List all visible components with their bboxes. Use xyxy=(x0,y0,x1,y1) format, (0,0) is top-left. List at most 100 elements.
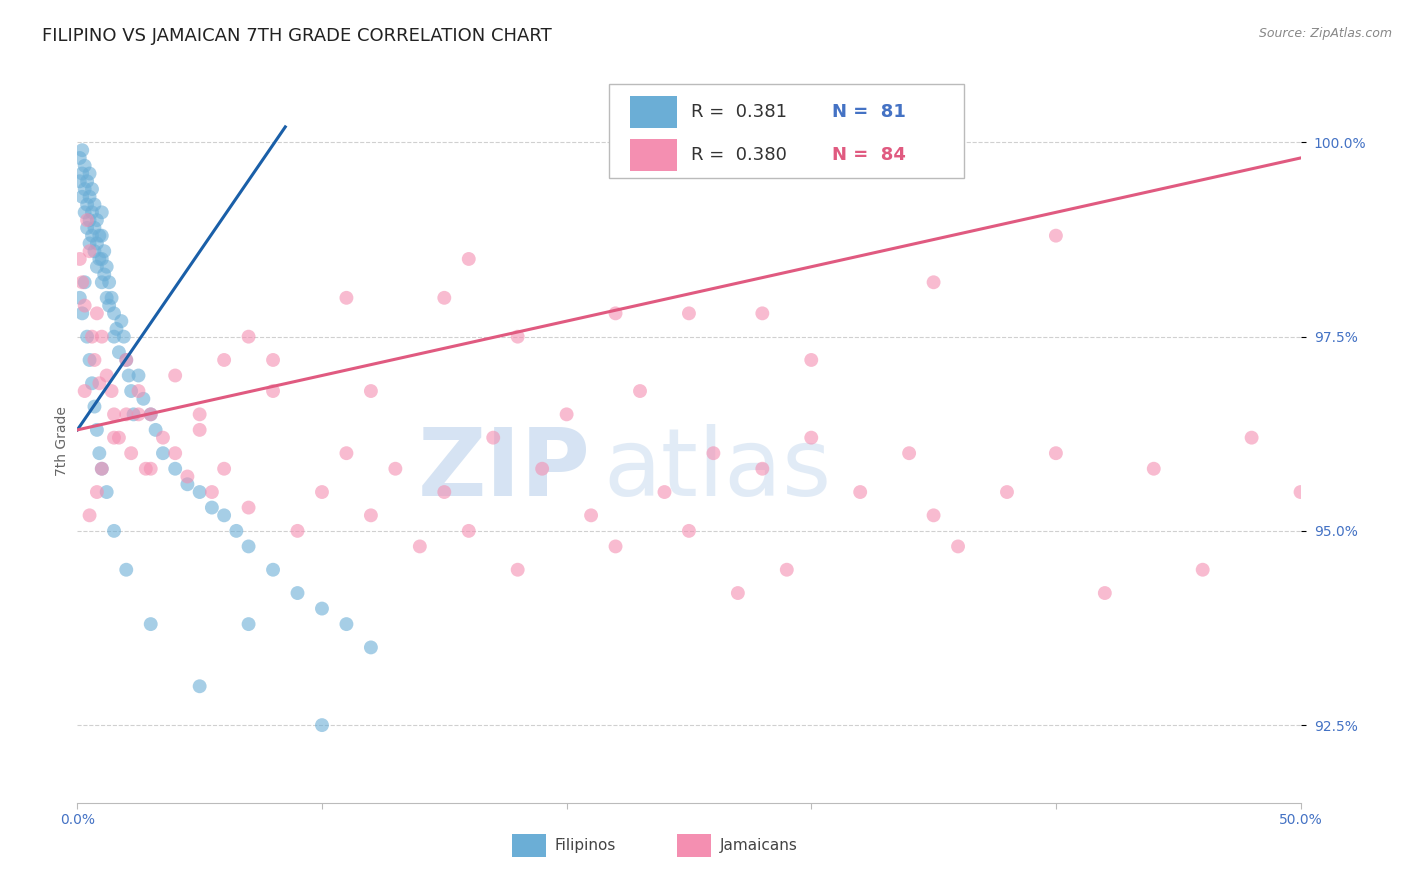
Point xyxy=(727,586,749,600)
Point xyxy=(165,368,187,383)
Point xyxy=(225,524,247,538)
Point xyxy=(90,275,112,289)
Point xyxy=(1094,586,1116,600)
Point xyxy=(152,431,174,445)
Point xyxy=(238,329,260,343)
Point xyxy=(262,353,284,368)
Point xyxy=(800,431,823,445)
Point xyxy=(212,461,235,475)
Point xyxy=(83,220,105,235)
Point xyxy=(238,617,260,632)
Point xyxy=(98,299,121,313)
Text: Source: ZipAtlas.com: Source: ZipAtlas.com xyxy=(1258,27,1392,40)
Point xyxy=(506,563,529,577)
Point xyxy=(120,384,142,398)
Point xyxy=(115,353,138,368)
Point xyxy=(96,260,118,274)
Point xyxy=(1191,563,1213,577)
Point xyxy=(93,244,115,259)
Point xyxy=(69,151,91,165)
FancyBboxPatch shape xyxy=(630,139,676,171)
Point xyxy=(946,540,969,554)
Point xyxy=(579,508,602,523)
Point xyxy=(89,446,111,460)
Point xyxy=(103,524,125,538)
Point xyxy=(80,376,103,391)
Point xyxy=(1143,461,1166,475)
Point xyxy=(89,376,111,391)
Point xyxy=(76,213,98,227)
Point xyxy=(80,182,103,196)
Point xyxy=(90,252,112,266)
Text: N =  81: N = 81 xyxy=(832,103,905,120)
Point xyxy=(79,244,101,259)
Point xyxy=(800,353,823,368)
Point xyxy=(110,314,132,328)
Point xyxy=(335,291,357,305)
Point xyxy=(531,461,554,475)
Point xyxy=(238,540,260,554)
Point xyxy=(262,563,284,577)
Point xyxy=(108,345,131,359)
Text: Filipinos: Filipinos xyxy=(554,838,616,853)
Text: FILIPINO VS JAMAICAN 7TH GRADE CORRELATION CHART: FILIPINO VS JAMAICAN 7TH GRADE CORRELATI… xyxy=(42,27,553,45)
Point xyxy=(135,461,157,475)
Text: atlas: atlas xyxy=(603,425,831,516)
Point xyxy=(176,477,198,491)
Point xyxy=(384,461,406,475)
Point xyxy=(80,329,103,343)
Point xyxy=(1045,228,1067,243)
Text: N =  84: N = 84 xyxy=(832,146,905,164)
Point xyxy=(628,384,651,398)
Point xyxy=(89,252,111,266)
Point xyxy=(86,423,108,437)
Point xyxy=(605,540,627,554)
Point xyxy=(96,291,118,305)
Point xyxy=(70,167,93,181)
Point xyxy=(79,213,101,227)
Point xyxy=(70,143,93,157)
Point xyxy=(287,586,309,600)
Point xyxy=(115,408,138,422)
Point xyxy=(145,423,167,437)
Point xyxy=(152,446,174,460)
Point xyxy=(73,299,96,313)
Point xyxy=(1289,485,1312,500)
Point xyxy=(96,485,118,500)
Point xyxy=(238,500,260,515)
Point xyxy=(90,329,112,343)
Text: R =  0.380: R = 0.380 xyxy=(692,146,787,164)
Point xyxy=(86,260,108,274)
Point xyxy=(506,329,529,343)
Point xyxy=(555,408,578,422)
Point xyxy=(702,446,724,460)
Point xyxy=(678,524,700,538)
Point xyxy=(605,306,627,320)
Point xyxy=(139,408,162,422)
Point xyxy=(127,384,149,398)
Point xyxy=(751,306,773,320)
Point xyxy=(76,329,98,343)
Point xyxy=(311,718,333,732)
FancyBboxPatch shape xyxy=(512,834,546,857)
FancyBboxPatch shape xyxy=(609,84,965,178)
Point xyxy=(83,197,105,211)
Point xyxy=(76,220,98,235)
Point xyxy=(108,431,131,445)
Point xyxy=(105,322,128,336)
Point xyxy=(360,384,382,398)
Point xyxy=(139,617,162,632)
Point xyxy=(433,291,456,305)
Point xyxy=(751,461,773,475)
Point xyxy=(103,408,125,422)
Point xyxy=(457,524,479,538)
Point xyxy=(654,485,676,500)
Point xyxy=(100,291,122,305)
Point xyxy=(73,275,96,289)
Point xyxy=(287,524,309,538)
Point xyxy=(80,205,103,219)
Point xyxy=(201,485,224,500)
Point xyxy=(86,213,108,227)
Point xyxy=(79,353,101,368)
Point xyxy=(433,485,456,500)
